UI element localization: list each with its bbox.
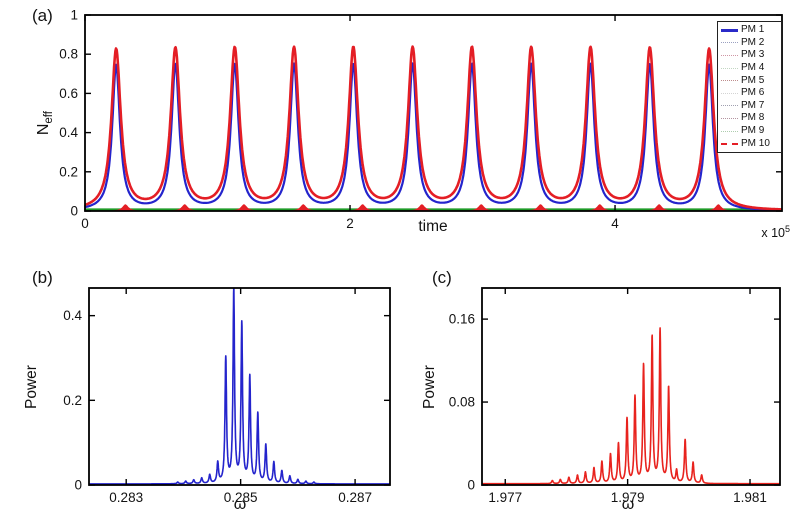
y-tick-label: 0.8 xyxy=(59,47,78,62)
legend-line-sample-icon xyxy=(721,28,738,32)
curve-pm1-blue xyxy=(84,62,783,212)
legend-item-label: PM 7 xyxy=(741,99,765,111)
x-tick-label: 0.285 xyxy=(224,490,258,505)
panel-a-ylabel-base: N xyxy=(34,123,52,136)
panel-a-label: (a) xyxy=(32,6,53,25)
y-tick-label: 0 xyxy=(467,478,475,493)
legend-item: PM 8 xyxy=(718,112,781,125)
y-tick-label: 0 xyxy=(74,478,82,493)
y-tick-label: 0.2 xyxy=(59,164,78,179)
panel-b-ylabel: Power xyxy=(23,365,40,409)
legend-item-label: PM 3 xyxy=(741,49,765,61)
panel-a-axis-multiplier-base: x 10 xyxy=(761,226,785,241)
x-tick-label: 4 xyxy=(611,216,619,231)
panel-a-xlabel: time xyxy=(418,218,448,235)
panel-a-ylabel-sub: eff xyxy=(43,111,56,124)
legend-line-sample-icon xyxy=(721,67,738,69)
x-tick-label: 1.981 xyxy=(733,490,767,505)
panel-c-axes-box xyxy=(481,287,781,486)
x-tick-label: 0.283 xyxy=(109,490,143,505)
panel-b-tick-labels: 0.283 0.285 0.287 0 0.2 0.4 xyxy=(63,308,372,505)
legend-item: PM 3 xyxy=(718,49,781,62)
legend-line-sample-icon xyxy=(721,92,738,94)
legend-line-sample-icon xyxy=(721,80,738,82)
legend-line-sample-icon xyxy=(721,117,738,119)
legend-line-sample-icon xyxy=(721,54,738,56)
legend-item: PM 1 xyxy=(718,24,781,37)
panel-b-axes-box xyxy=(88,287,391,486)
legend-item-label: PM 10 xyxy=(741,137,770,149)
panel-c-label: (c) xyxy=(432,268,452,287)
y-tick-label: 0.6 xyxy=(59,86,78,101)
x-tick-label: 0 xyxy=(81,216,89,231)
legend-item-label: PM 1 xyxy=(741,24,765,36)
legend-item-label: PM 4 xyxy=(741,62,765,74)
panel-a-tick-labels: 0 2 4 0 0.2 0.4 0.6 0.8 1 xyxy=(59,8,619,232)
legend-item: PM 2 xyxy=(718,37,781,50)
x-tick-label: 1.977 xyxy=(488,490,522,505)
x-tick-label: 2 xyxy=(346,216,354,231)
panel-b-label: (b) xyxy=(32,268,53,287)
panel-b-curves xyxy=(88,288,391,485)
legend-line-sample-icon xyxy=(721,130,738,132)
panel-a-axis-multiplier-exp: 5 xyxy=(784,224,790,234)
panel-a-curves xyxy=(84,45,783,212)
y-tick-label: 1 xyxy=(70,8,78,23)
panel-a-ylabel: Neff xyxy=(35,68,55,178)
curve-power-spectrum-red xyxy=(481,327,781,485)
panel-b-ticks xyxy=(89,288,390,486)
x-tick-label: 0.287 xyxy=(338,490,372,505)
y-tick-label: 0.16 xyxy=(449,312,475,327)
legend-item-label: PM 5 xyxy=(741,74,765,86)
legend-item-label: PM 6 xyxy=(741,87,765,99)
legend-item-label: PM 2 xyxy=(741,36,765,48)
legend-line-sample-icon xyxy=(721,142,738,145)
legend-box: PM 1 PM 2 PM 3 PM 4 PM 5 PM 6 PM 7 PM 8 PM 9 PM 1… xyxy=(717,21,782,153)
legend-item: PM 7 xyxy=(718,100,781,113)
legend-item: PM 4 xyxy=(718,62,781,75)
panel-b-xlabel: ω xyxy=(233,496,247,513)
legend-item-label: PM 8 xyxy=(741,112,765,124)
y-tick-label: 0.4 xyxy=(63,308,82,323)
panel-a-axis-multiplier: x 105 xyxy=(761,224,790,240)
legend-item: PM 9 xyxy=(718,125,781,138)
legend-item: PM 5 xyxy=(718,74,781,87)
panel-c-curves xyxy=(481,327,781,485)
legend-item: PM 6 xyxy=(718,87,781,100)
legend-line-sample-icon xyxy=(721,42,738,44)
y-tick-label: 0.08 xyxy=(449,395,475,410)
panel-c-xlabel: ω xyxy=(621,496,635,513)
panel-c-tick-labels: 1.977 1.979 1.981 0 0.08 0.16 xyxy=(449,312,767,505)
curve-pm10-red-envelope xyxy=(84,45,783,211)
y-tick-label: 0 xyxy=(70,204,78,219)
legend-item-label: PM 9 xyxy=(741,125,765,137)
y-tick-label: 0.2 xyxy=(63,393,82,408)
panel-c-ylabel: Power xyxy=(421,365,438,409)
x-tick-label: 1.979 xyxy=(611,490,645,505)
y-tick-label: 0.4 xyxy=(59,125,78,140)
legend-item: PM 10 xyxy=(718,137,781,150)
curve-power-spectrum-blue xyxy=(88,288,391,485)
legend-line-sample-icon xyxy=(721,105,738,107)
panel-c-ticks xyxy=(482,288,780,486)
panel-a-axes-box xyxy=(84,14,783,212)
